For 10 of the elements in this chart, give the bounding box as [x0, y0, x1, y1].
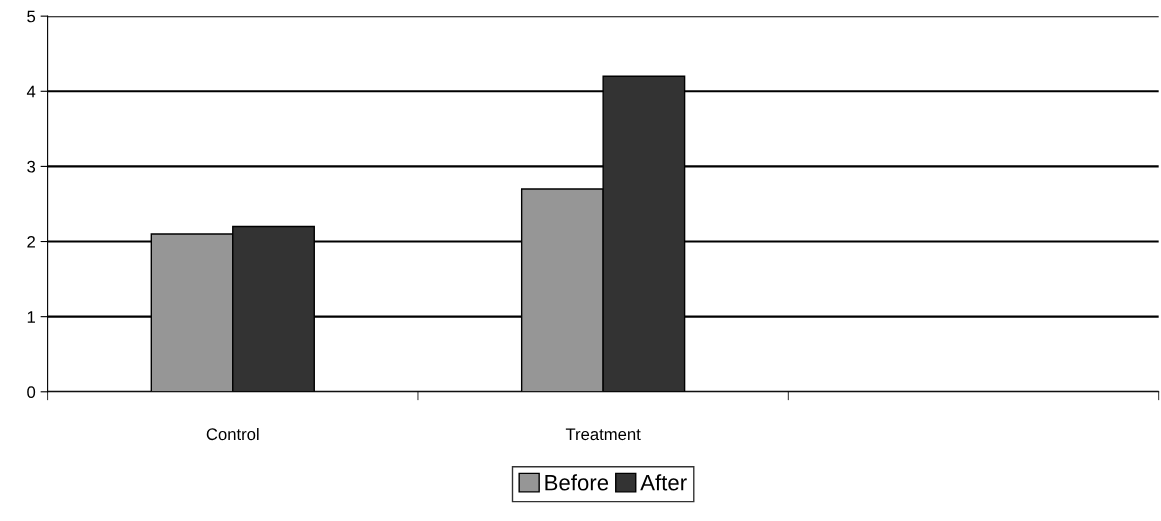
- x-tick-label: Control: [206, 427, 259, 441]
- y-tick-label: 5: [27, 10, 36, 23]
- legend-label: After: [640, 474, 687, 491]
- y-tick-label: 3: [27, 160, 36, 173]
- y-tick-label: 4: [26, 85, 36, 98]
- x-tick-label: Treatment: [565, 428, 641, 441]
- y-tick-label: 2: [27, 235, 35, 248]
- y-tick-label: 1: [27, 311, 35, 323]
- legend-label: Before: [545, 474, 609, 491]
- y-tick-label: 0: [27, 386, 36, 398]
